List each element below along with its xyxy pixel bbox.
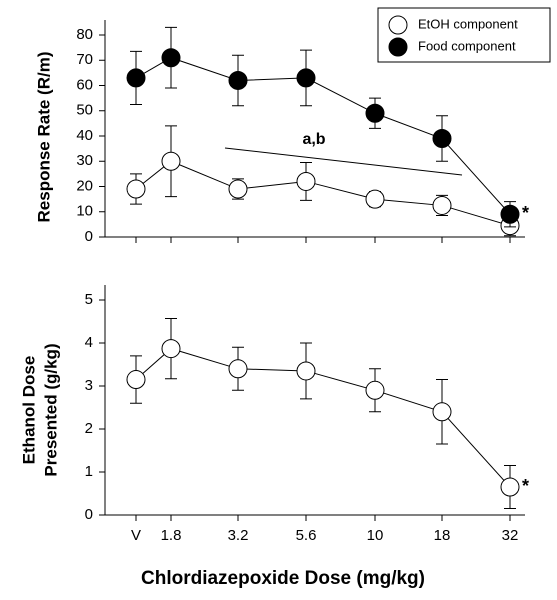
annotation: *	[522, 203, 529, 223]
marker	[296, 171, 316, 191]
marker	[228, 70, 248, 90]
x-tick-label: V	[131, 527, 141, 544]
y-tick-label: 5	[85, 291, 93, 308]
marker	[500, 204, 520, 224]
marker	[432, 195, 452, 215]
y-tick-label: 0	[85, 506, 93, 523]
y-tick-label: 80	[76, 26, 93, 43]
marker	[365, 380, 385, 400]
x-axis-title: Chlordiazepoxide Dose (mg/kg)	[141, 568, 425, 589]
legend-label: EtOH component	[418, 16, 518, 31]
marker	[126, 179, 146, 199]
legend-label: Food component	[418, 38, 516, 53]
x-tick-label: 1.8	[161, 527, 182, 544]
y-tick-label: 60	[76, 76, 93, 93]
y-tick-label: 3	[85, 377, 93, 394]
marker	[161, 339, 181, 359]
y-tick-label: 70	[76, 51, 93, 68]
marker	[161, 151, 181, 171]
annotation: *	[522, 476, 529, 496]
marker	[126, 68, 146, 88]
y-tick-label: 20	[76, 177, 93, 194]
annotation: a,b	[302, 131, 325, 148]
y-tick-label: 10	[76, 203, 93, 220]
marker	[161, 48, 181, 68]
y-tick-label: 50	[76, 102, 93, 119]
marker	[365, 103, 385, 123]
line	[135, 160, 511, 227]
y-axis-title: Response Rate (R/m)	[34, 52, 53, 223]
x-tick-label: 5.6	[296, 527, 317, 544]
legend-marker	[388, 37, 408, 57]
marker	[296, 361, 316, 381]
marker	[365, 189, 385, 209]
y-tick-label: 2	[85, 420, 93, 437]
marker	[296, 68, 316, 88]
marker	[228, 359, 248, 379]
legend-box	[377, 7, 551, 63]
y-tick-label: 30	[76, 152, 93, 169]
y-tick-label: 4	[85, 334, 93, 351]
marker	[432, 402, 452, 422]
y-tick-label: 1	[85, 463, 93, 480]
marker	[126, 370, 146, 390]
y-tick-label: 0	[85, 228, 93, 245]
x-tick-label: 32	[502, 527, 519, 544]
y-axis-title: Presented (g/kg)	[41, 343, 60, 476]
x-tick-label: 18	[434, 527, 451, 544]
marker	[228, 179, 248, 199]
annotation-line	[224, 147, 463, 176]
x-tick-label: 10	[367, 527, 384, 544]
x-tick-label: 3.2	[228, 527, 249, 544]
y-tick-label: 40	[76, 127, 93, 144]
legend-marker	[388, 15, 408, 35]
line	[135, 348, 511, 488]
marker	[432, 129, 452, 149]
y-axis-title: Ethanol Dose	[19, 356, 38, 465]
marker	[500, 477, 520, 497]
